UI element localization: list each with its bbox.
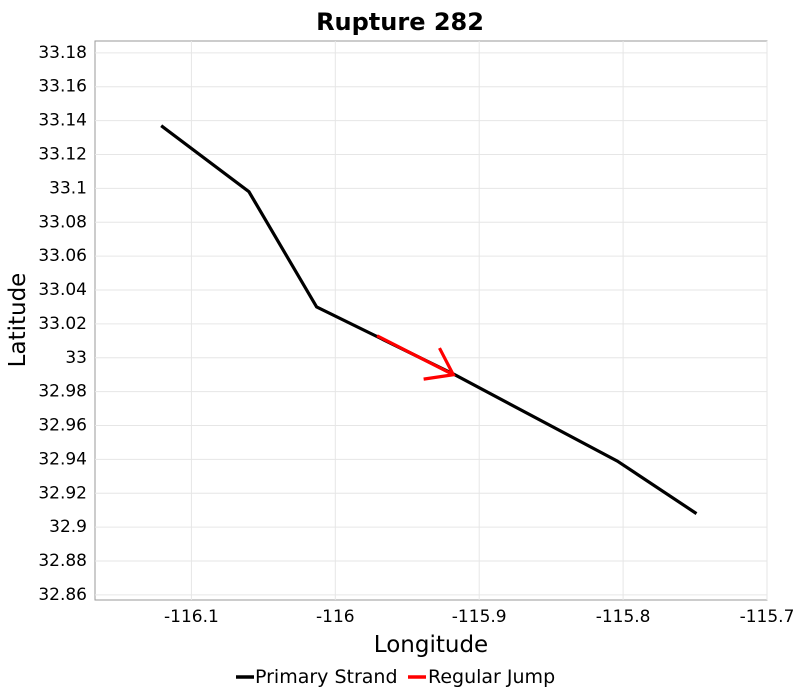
y-tick-label: 33.08 [38,212,87,232]
y-tick-label: 32.92 [38,483,87,503]
y-tick-label: 33 [65,348,87,368]
y-tick-label: 33.1 [49,178,87,198]
x-tick-label: -116.1 [164,607,219,627]
y-tick-label: 32.88 [38,551,87,571]
grid [95,41,768,600]
legend: Primary Strand Regular Jump [236,666,555,688]
y-tick-label: 33.12 [38,144,87,164]
y-tick-label: 33.14 [38,111,87,131]
y-tick-label: 33.16 [38,77,87,97]
series-arrowhead-regular-jump [423,347,456,381]
legend-label-primary-strand: Primary Strand [255,666,398,688]
legend-label-regular-jump: Regular Jump [428,666,555,688]
y-tick-label: 32.94 [38,449,87,469]
y-tick-label: 32.96 [38,416,87,436]
series-line-regular-jump [376,334,455,377]
x-tick-label: -115.9 [452,607,507,627]
series-layer [160,124,698,515]
y-tick-label: 32.86 [38,585,87,605]
y-tick-label: 33.06 [38,246,87,266]
x-axis-label: Longitude [374,632,488,658]
y-tick-label: 32.98 [38,382,87,402]
x-tick-label: -116 [316,607,355,627]
y-tick-label: 32.9 [49,517,87,537]
x-tick-label: -115.8 [596,607,651,627]
y-axis-label: Latitude [5,273,31,368]
chart-title: Rupture 282 [316,8,484,36]
plot-area [94,40,768,601]
tick-labels: -116.1 -116 -115.9 -115.8 -115.7 32.86 32.88 32… [38,43,794,627]
y-tick-label: 33.18 [38,43,87,63]
y-tick-label: 33.02 [38,314,87,334]
y-tick-label: 33.04 [38,280,87,300]
x-tick-label: -115.7 [740,607,795,627]
